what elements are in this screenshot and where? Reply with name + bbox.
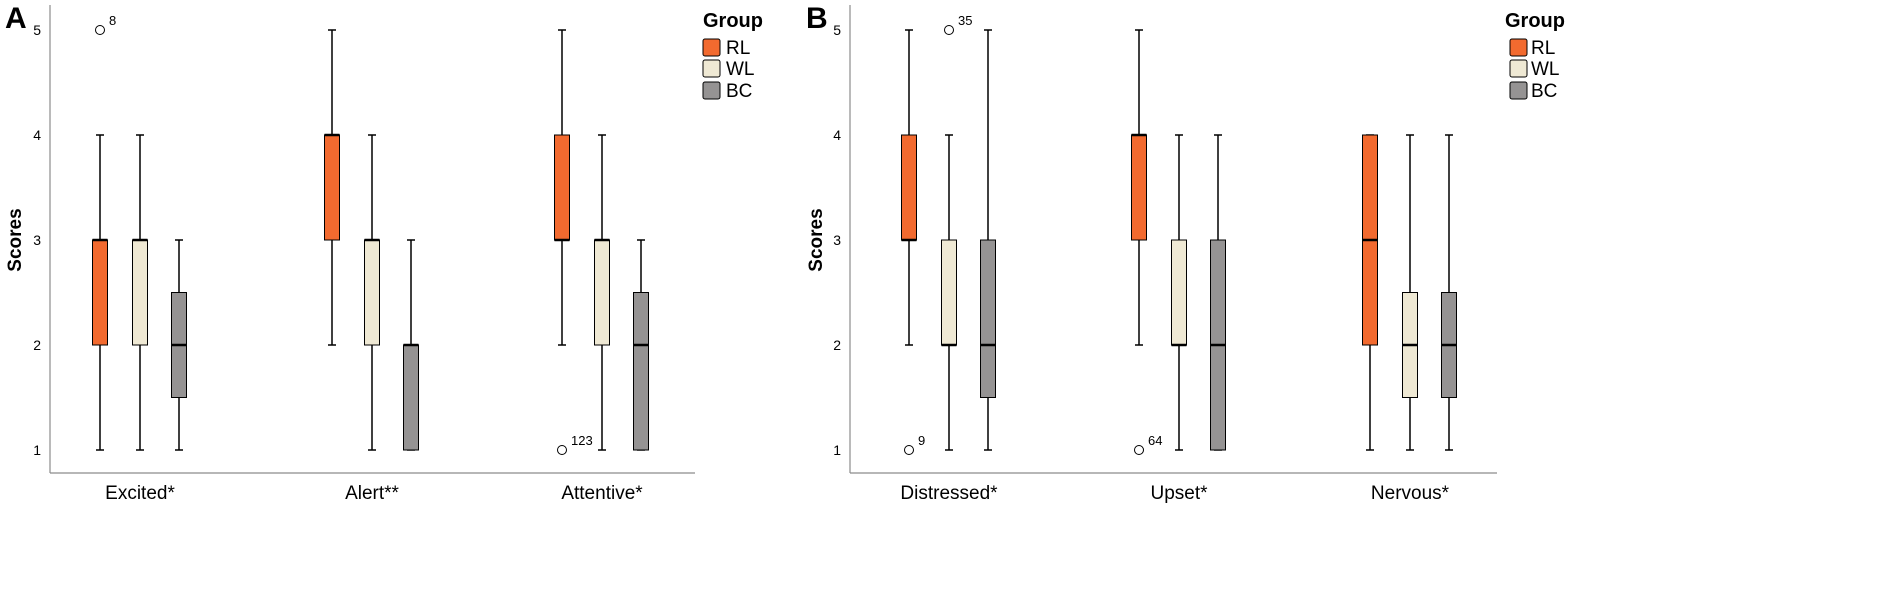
legend-swatch (1509, 59, 1528, 78)
y-tick-label: 2 (33, 337, 41, 353)
box-body (324, 134, 340, 241)
box-bc (1441, 134, 1457, 451)
box-wl (364, 134, 380, 451)
y-tick-label: 3 (833, 232, 841, 248)
box-rl: 8 (92, 13, 116, 451)
legend-label: WL (1531, 59, 1560, 80)
legend-swatch (1509, 38, 1528, 57)
legend-label: BC (1531, 81, 1557, 102)
panel-letter: B (806, 2, 828, 35)
box-body (941, 239, 957, 346)
box-body (1131, 134, 1147, 241)
legend-swatch (702, 38, 721, 57)
box-wl (594, 134, 610, 451)
box-bc (171, 239, 187, 451)
outlier-point (1134, 445, 1144, 455)
legend-label: RL (1531, 38, 1555, 59)
box-body (901, 134, 917, 241)
box-body (403, 344, 419, 451)
box-wl: 35 (941, 13, 972, 451)
y-tick-label: 1 (33, 442, 41, 458)
box-bc (1210, 134, 1226, 451)
outlier-point (557, 445, 567, 455)
y-tick-label: 4 (33, 127, 41, 143)
x-category-label: Alert** (345, 483, 399, 504)
box-body (633, 292, 649, 451)
box-rl: 64 (1131, 29, 1162, 455)
outlier-point (904, 445, 914, 455)
box-bc (633, 239, 649, 451)
x-category-label: Attentive* (561, 483, 643, 504)
legend-swatch (1509, 81, 1528, 100)
box-wl (1171, 134, 1187, 451)
y-axis-label: Scores (806, 208, 827, 271)
x-category-label: Nervous* (1371, 483, 1450, 504)
y-tick-label: 2 (833, 337, 841, 353)
box-body (364, 239, 380, 346)
legend-label: WL (726, 59, 755, 80)
box-body (594, 239, 610, 346)
y-axis-label: Scores (5, 208, 26, 271)
y-tick-label: 3 (33, 232, 41, 248)
box-rl (324, 29, 340, 346)
y-tick-label: 5 (833, 22, 841, 38)
box-wl (132, 134, 148, 451)
x-category-label: Distressed* (900, 483, 998, 504)
outlier-label: 35 (958, 13, 972, 28)
box-rl: 123 (554, 29, 593, 455)
box-body (132, 239, 148, 346)
legend-swatch (702, 59, 721, 78)
legend-label: RL (726, 38, 750, 59)
y-tick-label: 4 (833, 127, 841, 143)
box-bc (403, 239, 419, 451)
box-body (980, 239, 996, 398)
box-wl (1402, 134, 1418, 451)
box-bc (980, 29, 996, 451)
box-rl: 9 (901, 29, 925, 455)
box-rl (1362, 134, 1378, 451)
outlier-label: 64 (1148, 433, 1162, 448)
outlier-label: 8 (109, 13, 116, 28)
box-body (92, 239, 108, 346)
x-category-label: Excited* (105, 483, 175, 504)
outlier-label: 9 (918, 433, 925, 448)
box-body (1171, 239, 1187, 346)
outlier-point (944, 25, 954, 35)
legend-title: Group (703, 10, 763, 32)
panel-letter: A (5, 2, 27, 35)
legend-label: BC (726, 81, 752, 102)
legend-title: Group (1505, 10, 1565, 32)
y-tick-label: 1 (833, 442, 841, 458)
outlier-point (95, 25, 105, 35)
box-body (554, 134, 570, 241)
chart-panel-b: B Scores 1 2 3 4 5 Distressed* Upset* Nervous* 9 64… (806, 2, 1565, 504)
outlier-label: 123 (571, 433, 593, 448)
y-tick-label: 5 (33, 22, 41, 38)
x-category-label: Upset* (1150, 483, 1208, 504)
legend-swatch (702, 81, 721, 100)
